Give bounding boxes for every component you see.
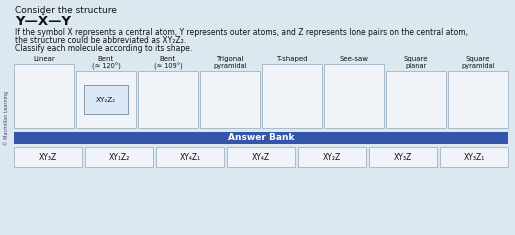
Text: XY₄Z₁: XY₄Z₁: [179, 153, 200, 161]
FancyBboxPatch shape: [448, 71, 508, 128]
FancyBboxPatch shape: [298, 147, 366, 167]
FancyBboxPatch shape: [14, 147, 82, 167]
FancyBboxPatch shape: [14, 64, 74, 128]
Text: Classify each molecule according to its shape.: Classify each molecule according to its …: [15, 44, 192, 53]
Text: If the symbol X represents a central atom, Y represents outer atoms, and Z repre: If the symbol X represents a central ato…: [15, 28, 468, 37]
FancyBboxPatch shape: [440, 147, 508, 167]
FancyBboxPatch shape: [14, 132, 508, 144]
Text: (≈ 120°): (≈ 120°): [92, 63, 121, 70]
Text: T-shaped: T-shaped: [276, 56, 308, 62]
Text: pyramidal: pyramidal: [461, 63, 495, 69]
Text: Y—Ẋ—Y: Y—Ẋ—Y: [15, 15, 71, 28]
FancyBboxPatch shape: [85, 147, 153, 167]
Text: © Macmillan Learning: © Macmillan Learning: [3, 91, 9, 145]
FancyBboxPatch shape: [156, 147, 224, 167]
Text: the structure could be abbreviated as XY₂Z₂.: the structure could be abbreviated as XY…: [15, 36, 186, 45]
FancyBboxPatch shape: [262, 64, 322, 128]
Text: See-saw: See-saw: [339, 56, 369, 62]
Text: Bent: Bent: [98, 56, 114, 62]
Text: Consider the structure: Consider the structure: [15, 6, 117, 15]
FancyBboxPatch shape: [386, 71, 446, 128]
FancyBboxPatch shape: [0, 0, 12, 235]
FancyBboxPatch shape: [84, 85, 128, 114]
Text: Square: Square: [466, 56, 490, 62]
Text: Trigonal: Trigonal: [216, 56, 244, 62]
Text: XY₄Z: XY₄Z: [252, 153, 270, 161]
FancyBboxPatch shape: [200, 71, 260, 128]
Text: (≈ 109°): (≈ 109°): [153, 63, 182, 70]
FancyBboxPatch shape: [369, 147, 437, 167]
FancyBboxPatch shape: [138, 71, 198, 128]
Text: XY₃Z: XY₃Z: [39, 153, 57, 161]
Text: XY₂Z: XY₂Z: [323, 153, 341, 161]
Text: pyramidal: pyramidal: [213, 63, 247, 69]
Text: Linear: Linear: [33, 56, 55, 62]
Text: Answer Bank: Answer Bank: [228, 133, 294, 142]
FancyBboxPatch shape: [324, 64, 384, 128]
Text: planar: planar: [405, 63, 427, 69]
FancyBboxPatch shape: [76, 71, 136, 128]
Text: XY₂Z₂: XY₂Z₂: [96, 97, 116, 102]
Text: XY₃Z₁: XY₃Z₁: [464, 153, 485, 161]
Text: Bent: Bent: [160, 56, 176, 62]
Text: XY₁Z₂: XY₁Z₂: [108, 153, 130, 161]
Text: Square: Square: [404, 56, 428, 62]
Text: XY₃Z: XY₃Z: [394, 153, 412, 161]
FancyBboxPatch shape: [227, 147, 295, 167]
